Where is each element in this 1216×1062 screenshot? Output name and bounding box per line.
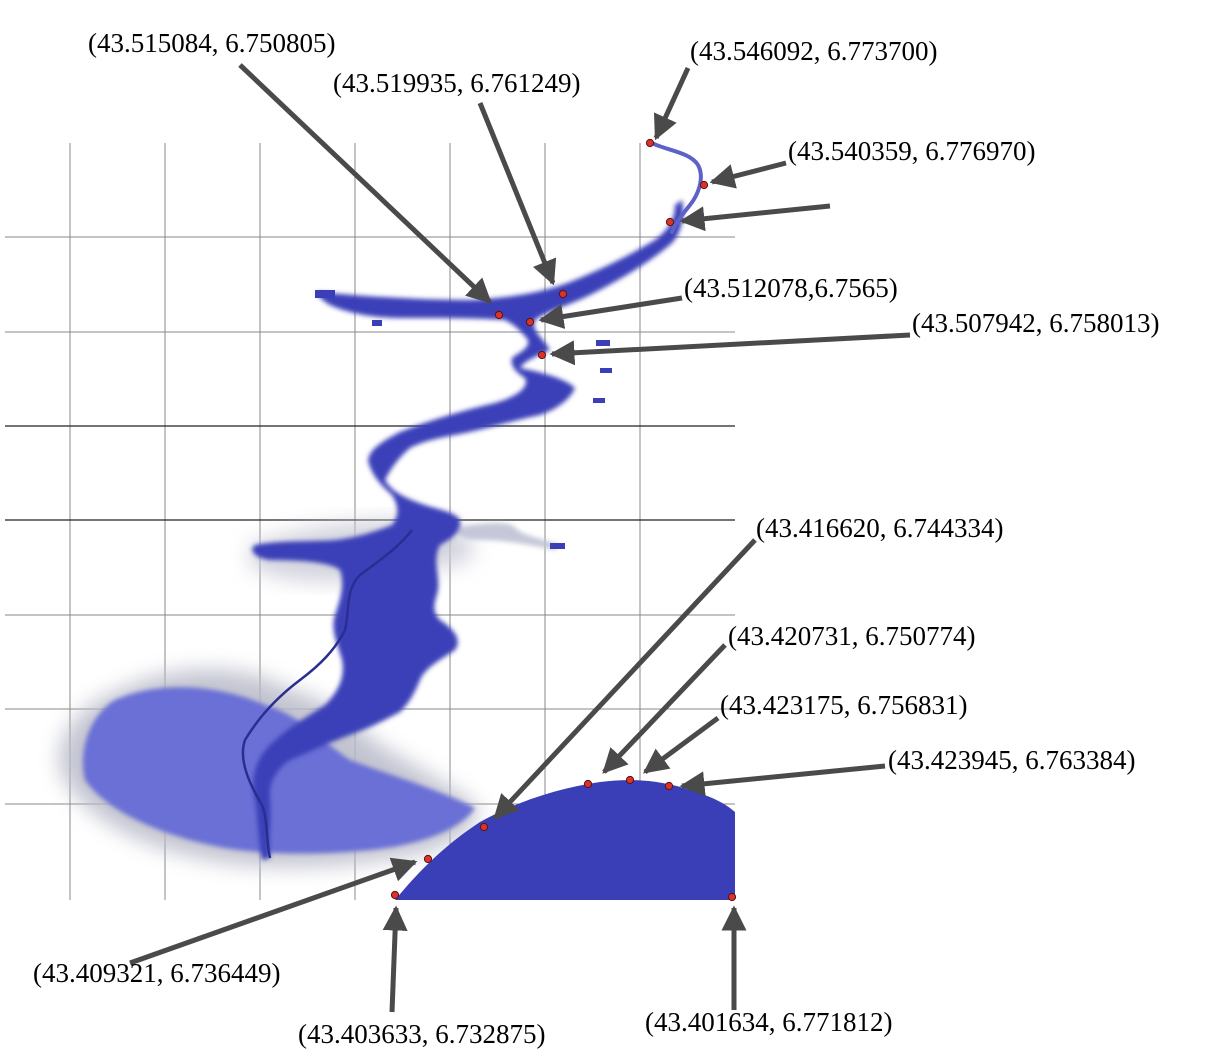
callout-arrow bbox=[493, 538, 757, 820]
point-marker bbox=[494, 310, 504, 320]
lake-fragment bbox=[593, 398, 605, 403]
point-marker bbox=[390, 890, 400, 900]
point-marker bbox=[665, 217, 675, 227]
coordinate-label: (43.515084, 6.750805) bbox=[88, 28, 335, 58]
sea-area bbox=[395, 780, 735, 900]
callout-arrow bbox=[602, 643, 727, 774]
callout-arrow bbox=[382, 905, 408, 1013]
coordinate-label: (43.409321, 6.736449) bbox=[33, 958, 280, 988]
lake-fragment bbox=[372, 320, 382, 326]
lake-basin-light bbox=[83, 687, 475, 854]
point-marker bbox=[664, 781, 674, 791]
callout-arrow bbox=[709, 160, 787, 189]
lake-north-stream bbox=[650, 141, 703, 234]
point-marker bbox=[645, 138, 655, 148]
lake-fragment bbox=[600, 368, 612, 373]
coordinate-label: (43.403633, 6.732875) bbox=[298, 1019, 545, 1049]
lake-fragment bbox=[596, 340, 610, 346]
coordinate-labels: (43.515084, 6.750805) (43.519935, 6.7612… bbox=[33, 28, 1159, 1049]
point-markers bbox=[390, 138, 737, 902]
coordinate-label: (43.416620, 6.744334) bbox=[756, 513, 1003, 543]
point-marker bbox=[558, 289, 568, 299]
point-marker bbox=[525, 317, 535, 327]
coordinate-label: (43.401634, 6.771812) bbox=[645, 1007, 892, 1037]
lake-main-channel bbox=[252, 200, 684, 860]
point-marker bbox=[537, 350, 547, 360]
lake-fragment bbox=[345, 300, 358, 306]
callout-arrow bbox=[679, 203, 831, 232]
callout-arrow bbox=[549, 332, 911, 366]
callout-arrow bbox=[679, 763, 886, 797]
lake-inlet-haze bbox=[455, 522, 560, 550]
coordinate-label: (43.420731, 6.750774) bbox=[728, 621, 975, 651]
callout-arrow bbox=[238, 63, 492, 304]
coordinate-label: (43.423175, 6.756831) bbox=[720, 690, 967, 720]
lake-inner-channel bbox=[241, 529, 413, 859]
callout-arrow bbox=[129, 857, 418, 966]
lake-water-body bbox=[59, 141, 735, 900]
coordinate-label: (43.519935, 6.761249) bbox=[333, 68, 580, 98]
callout-arrow bbox=[538, 295, 683, 329]
coordinate-label: (43.507942, 6.758013) bbox=[912, 308, 1159, 338]
point-marker bbox=[625, 775, 635, 785]
point-marker bbox=[699, 180, 709, 190]
callout-arrow bbox=[642, 715, 720, 775]
lake-fragment bbox=[550, 543, 565, 549]
point-marker bbox=[479, 822, 489, 832]
callout-arrow bbox=[477, 102, 557, 286]
lake-fragment bbox=[315, 290, 335, 298]
point-marker bbox=[583, 779, 593, 789]
coordinate-label: (43.512078,6.7565) bbox=[684, 273, 898, 303]
callout-arrow bbox=[653, 66, 691, 141]
point-marker bbox=[423, 854, 433, 864]
coordinate-label: (43.540359, 6.776970) bbox=[788, 136, 1035, 166]
point-marker bbox=[727, 892, 737, 902]
callout-arrows bbox=[129, 63, 911, 1013]
coordinate-label: (43.423945, 6.763384) bbox=[888, 745, 1135, 775]
coordinate-label: (43.546092, 6.773700) bbox=[690, 36, 937, 66]
